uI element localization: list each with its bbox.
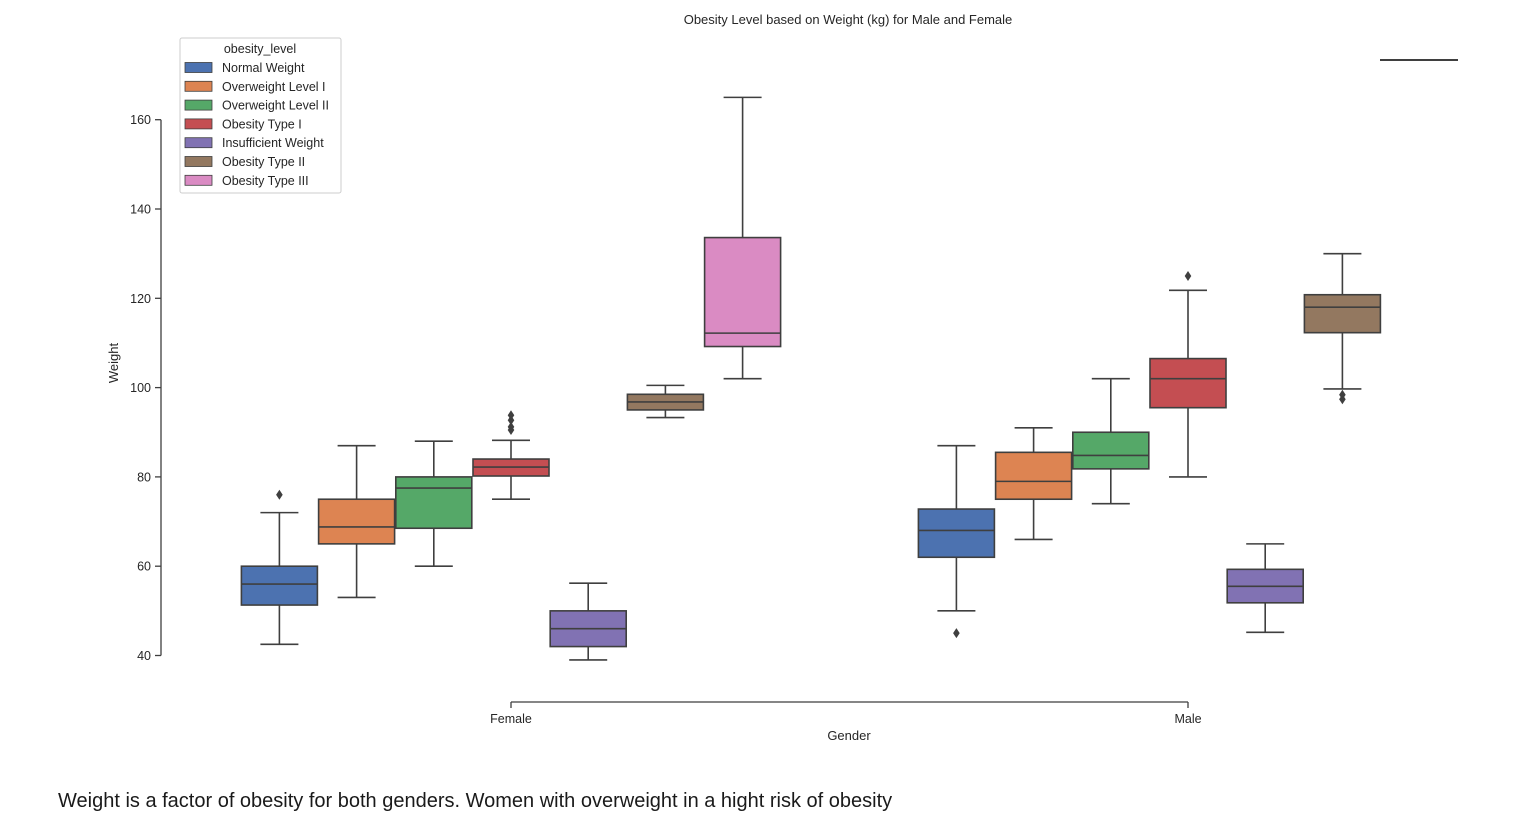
x-tick-label: Female (490, 712, 532, 726)
iqr-box (1303, 293, 1382, 334)
iqr-box (394, 476, 473, 530)
legend-title: obesity_level (224, 42, 296, 56)
iqr-box (1072, 431, 1150, 470)
y-axis-label: Weight (106, 343, 121, 384)
y-tick-label: 140 (130, 203, 151, 217)
outlier-point (953, 628, 960, 639)
x-axis: Female Male (490, 701, 1202, 726)
iqr-box (917, 508, 996, 559)
box-obesity-type-i-female (472, 410, 550, 501)
legend-swatch (184, 174, 213, 186)
box-plot-group (240, 96, 1382, 661)
legend-label: Normal Weight (222, 61, 305, 75)
box-obesity-type-ii-female (626, 384, 705, 419)
outlier-point (507, 410, 515, 421)
legend-swatch (184, 99, 213, 111)
y-tick-label: 80 (137, 470, 151, 484)
iqr-box (317, 498, 396, 545)
x-tick-label: Male (1174, 712, 1201, 726)
iqr-box (994, 451, 1073, 501)
box-obesity-type-iii-female (703, 96, 782, 380)
box-obesity-type-i-male (1149, 270, 1227, 478)
y-tick-label: 100 (130, 381, 151, 395)
legend-label: Overweight Level II (222, 99, 329, 113)
legend-label: Obesity Type III (222, 174, 309, 188)
y-axis: 40 60 80 100 120 140 160 (130, 113, 162, 663)
box-overweight-level-i-female (317, 444, 396, 599)
legend-frame (179, 37, 342, 194)
iqr-box (1149, 357, 1227, 409)
legend-swatch (184, 156, 213, 167)
box-normal-weight-male (917, 444, 996, 639)
legend-items: Normal Weight Overweight Level I Overweigh… (184, 61, 329, 188)
legend-label: Overweight Level I (222, 80, 326, 94)
y-tick-label: 40 (137, 649, 151, 663)
y-tick-label: 120 (130, 292, 151, 306)
obesity-boxplot-chart: Obesity Level based on Weight (kg) for M… (106, 12, 1458, 743)
y-tick-label: 60 (137, 560, 151, 574)
x-axis-label: Gender (827, 728, 871, 743)
box-obesity-type-ii-male (1303, 252, 1382, 405)
legend-swatch (184, 118, 213, 130)
legend-swatch (184, 137, 213, 149)
chart-title: Obesity Level based on Weight (kg) for M… (684, 12, 1013, 27)
iqr-box (703, 236, 782, 348)
outlier-point (1184, 270, 1192, 281)
box-overweight-level-ii-female (394, 440, 473, 568)
box-overweight-level-i-male (994, 426, 1073, 541)
box-insufficient-weight-female (549, 582, 628, 661)
legend: obesity_level Normal Weight Overweight Le… (179, 37, 342, 194)
outlier-point (1339, 389, 1346, 400)
outlier-point (276, 489, 283, 500)
legend-swatch (184, 80, 213, 92)
legend-label: Insufficient Weight (222, 136, 324, 150)
box-overweight-level-ii-male (1072, 377, 1150, 505)
caption-text: Weight is a factor of obesity for both g… (58, 790, 893, 812)
box-normal-weight-female (240, 489, 319, 646)
iqr-box (240, 565, 319, 606)
legend-label: Obesity Type I (222, 117, 302, 131)
y-tick-label: 160 (130, 113, 151, 127)
legend-swatch (184, 62, 213, 73)
box-insufficient-weight-male (1226, 543, 1304, 634)
outlier-point (507, 421, 515, 432)
legend-label: Obesity Type II (222, 155, 305, 169)
